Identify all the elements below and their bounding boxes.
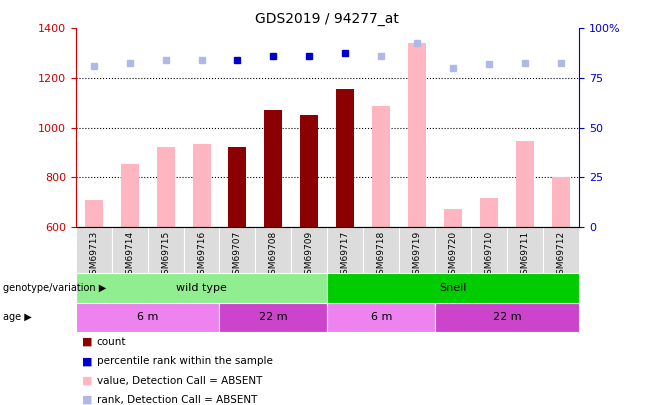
Bar: [184, 227, 220, 273]
Text: GSM69716: GSM69716: [197, 230, 206, 280]
Bar: [327, 303, 435, 332]
Text: GSM69709: GSM69709: [305, 230, 314, 280]
Text: GSM69718: GSM69718: [377, 230, 386, 280]
Bar: [336, 89, 354, 227]
Text: Snell: Snell: [440, 283, 467, 293]
Bar: [255, 227, 291, 273]
Bar: [516, 141, 534, 227]
Bar: [552, 177, 570, 227]
Text: 6 m: 6 m: [370, 312, 392, 322]
Bar: [193, 144, 211, 227]
Text: value, Detection Call = ABSENT: value, Detection Call = ABSENT: [97, 376, 262, 386]
Text: GSM69717: GSM69717: [341, 230, 350, 280]
Bar: [372, 107, 390, 227]
Bar: [112, 227, 147, 273]
Bar: [327, 227, 363, 273]
Text: GSM69711: GSM69711: [520, 230, 530, 280]
Bar: [76, 227, 112, 273]
Bar: [220, 227, 255, 273]
Text: ■: ■: [82, 337, 93, 347]
Text: ■: ■: [82, 376, 93, 386]
Text: GSM69710: GSM69710: [485, 230, 494, 280]
Text: GSM69707: GSM69707: [233, 230, 242, 280]
Text: 22 m: 22 m: [259, 312, 288, 322]
Bar: [408, 43, 426, 227]
Bar: [220, 303, 327, 332]
Text: GSM69708: GSM69708: [269, 230, 278, 280]
Text: rank, Detection Call = ABSENT: rank, Detection Call = ABSENT: [97, 395, 257, 405]
Text: age ▶: age ▶: [3, 312, 32, 322]
Bar: [147, 227, 184, 273]
Bar: [291, 227, 327, 273]
Bar: [76, 273, 327, 303]
Bar: [399, 227, 435, 273]
Title: GDS2019 / 94277_at: GDS2019 / 94277_at: [255, 12, 399, 26]
Text: GSM69714: GSM69714: [125, 230, 134, 279]
Bar: [471, 227, 507, 273]
Bar: [327, 273, 579, 303]
Text: count: count: [97, 337, 126, 347]
Bar: [120, 164, 139, 227]
Text: GSM69712: GSM69712: [557, 230, 566, 279]
Bar: [157, 147, 174, 227]
Bar: [85, 200, 103, 227]
Bar: [435, 303, 579, 332]
Text: percentile rank within the sample: percentile rank within the sample: [97, 356, 272, 366]
Text: 22 m: 22 m: [493, 312, 521, 322]
Text: ■: ■: [82, 395, 93, 405]
Bar: [265, 110, 282, 227]
Bar: [543, 227, 579, 273]
Text: GSM69713: GSM69713: [89, 230, 98, 280]
Bar: [435, 227, 471, 273]
Bar: [480, 198, 498, 227]
Text: GSM69720: GSM69720: [449, 230, 458, 279]
Text: GSM69719: GSM69719: [413, 230, 422, 280]
Bar: [228, 147, 247, 227]
Text: ■: ■: [82, 356, 93, 366]
Bar: [76, 303, 220, 332]
Text: 6 m: 6 m: [137, 312, 159, 322]
Text: GSM69715: GSM69715: [161, 230, 170, 280]
Bar: [301, 115, 318, 227]
Bar: [444, 209, 462, 227]
Bar: [507, 227, 543, 273]
Text: genotype/variation ▶: genotype/variation ▶: [3, 283, 107, 293]
Bar: [363, 227, 399, 273]
Text: wild type: wild type: [176, 283, 227, 293]
